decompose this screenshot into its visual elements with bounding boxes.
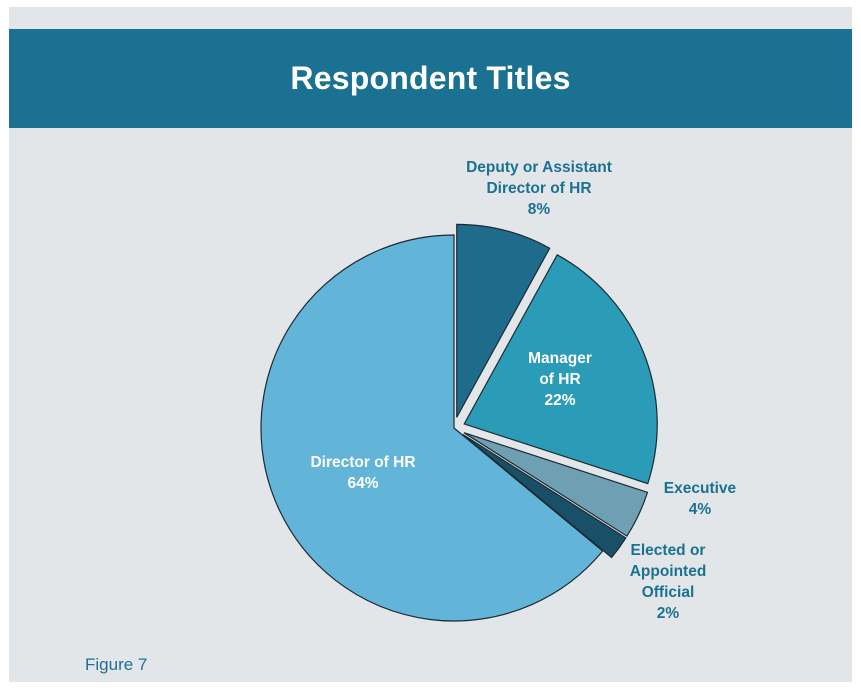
title-banner: Respondent Titles bbox=[9, 29, 852, 128]
slice-label-line: 64% bbox=[347, 475, 378, 492]
pie-slice-2 bbox=[463, 432, 649, 537]
slice-label-4: Director of HR 64% bbox=[310, 454, 415, 492]
pie-labels: Deputy or Assistant Director of HR 8% Manag… bbox=[310, 159, 736, 622]
pie-slices bbox=[260, 223, 658, 622]
slice-label-3: Elected or Appointed Official 2% bbox=[630, 542, 707, 622]
slice-label-1: Manager of HR 22% bbox=[528, 350, 592, 409]
chart-title: Respondent Titles bbox=[290, 60, 571, 96]
slice-label-line: 8% bbox=[528, 201, 551, 218]
slice-label-line: Director of HR bbox=[310, 454, 415, 471]
slice-label-line: of HR bbox=[539, 371, 580, 388]
slice-label-line: 22% bbox=[544, 392, 575, 409]
slice-label-line: Official bbox=[642, 584, 695, 601]
slice-label-line: Deputy or Assistant bbox=[466, 159, 612, 176]
slice-label-line: 4% bbox=[689, 501, 712, 518]
slice-label-line: Appointed bbox=[630, 563, 707, 580]
slice-label-0: Deputy or Assistant Director of HR 8% bbox=[466, 159, 612, 218]
figure-caption: Figure 7 bbox=[85, 655, 148, 674]
slice-label-2: Executive 4% bbox=[664, 480, 737, 518]
pie-slice-0 bbox=[456, 223, 551, 418]
pie-slice-1 bbox=[463, 254, 658, 485]
slice-label-line: Manager bbox=[528, 350, 592, 367]
pie-slice-4 bbox=[260, 234, 604, 622]
slice-label-line: Executive bbox=[664, 480, 737, 497]
slice-label-line: 2% bbox=[657, 605, 680, 622]
slice-label-line: Elected or bbox=[631, 542, 706, 559]
pie-slice-3 bbox=[462, 433, 627, 559]
slice-label-line: Director of HR bbox=[486, 180, 591, 197]
